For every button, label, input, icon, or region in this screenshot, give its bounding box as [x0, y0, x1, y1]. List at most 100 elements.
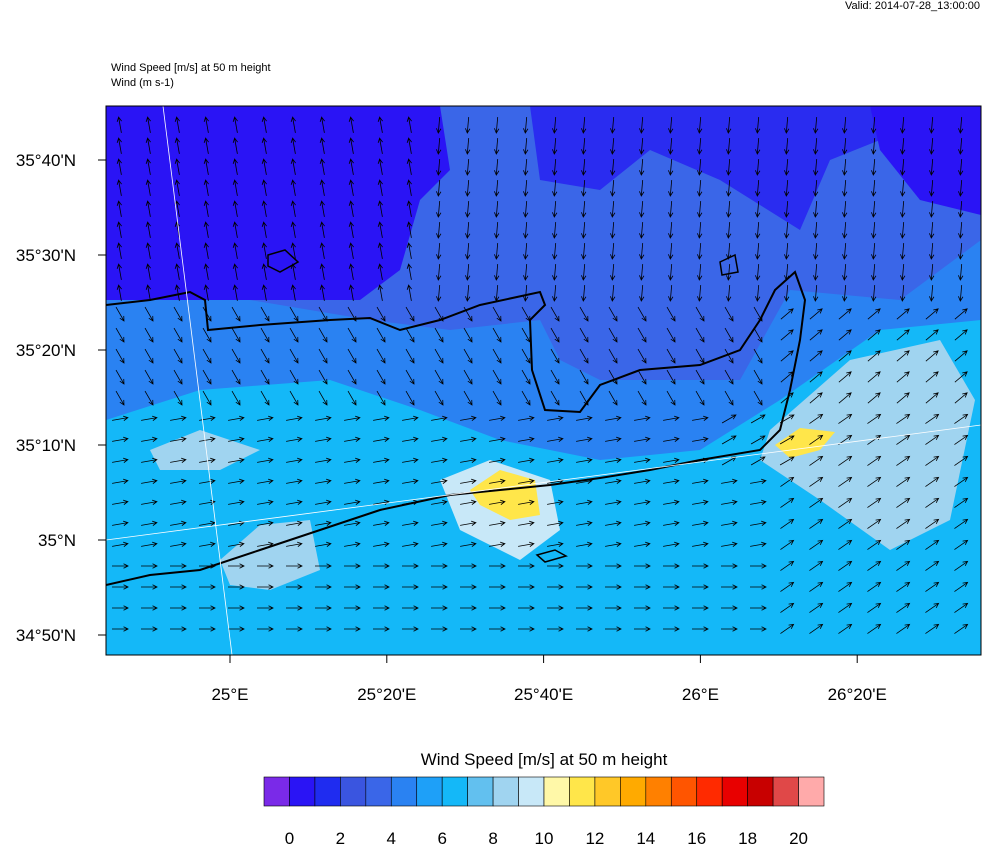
- wind-arrow: [261, 221, 267, 238]
- wind-arrow: [809, 518, 824, 529]
- wind-arrow: [377, 263, 383, 280]
- wind-arrow: [286, 436, 303, 442]
- wind-arrow: [518, 520, 535, 526]
- wind-arrow: [724, 390, 734, 406]
- lat-labels: 35°40'N 35°30'N 35°20'N 35°10'N 35°N 34°50'N: [16, 151, 106, 645]
- wind-arrow: [489, 626, 506, 632]
- wind-arrow: [315, 584, 332, 590]
- wind-arrow: [838, 581, 853, 592]
- wind-arrow: [750, 563, 767, 569]
- wind-arrow: [434, 348, 444, 364]
- graticule: [106, 424, 981, 541]
- wind-arrow: [431, 605, 448, 611]
- wind-arrow: [376, 369, 386, 385]
- wind-arrow: [373, 436, 390, 442]
- colorbar-box: [721, 776, 748, 807]
- wind-arrow: [344, 626, 361, 632]
- wind-arrow: [576, 415, 593, 421]
- colorbar-box: [492, 776, 519, 807]
- wind-arrow: [523, 137, 529, 155]
- wind-arrow: [668, 221, 674, 239]
- wind-arrow: [116, 179, 122, 196]
- wind-arrow: [523, 158, 529, 176]
- wind-arrow: [721, 499, 738, 505]
- wind-arrow: [436, 116, 442, 134]
- wind-arrow: [377, 284, 383, 301]
- wind-arrow: [663, 541, 680, 547]
- wind-arrow: [634, 584, 651, 590]
- wind-arrow: [958, 116, 964, 134]
- wind-arrow: [523, 242, 529, 260]
- wind-arrow: [144, 327, 154, 343]
- wind-arrow: [116, 116, 122, 133]
- wind-arrow: [896, 308, 910, 320]
- wind-arrow: [634, 541, 651, 547]
- wind-arrow: [813, 116, 819, 134]
- wind-arrow: [199, 478, 216, 484]
- wind-arrow: [144, 390, 154, 406]
- wind-arrow: [581, 200, 587, 218]
- wind-arrow: [460, 478, 477, 484]
- wind-arrow: [695, 327, 705, 343]
- wind-arrow: [489, 584, 506, 590]
- wind-arrow: [523, 200, 529, 218]
- wind-arrow: [784, 158, 790, 176]
- wind-arrow: [637, 306, 647, 322]
- wind-arrow: [610, 137, 616, 155]
- wind-arrow: [518, 605, 535, 611]
- wind-arrow: [900, 158, 906, 176]
- colorbar-box: [798, 776, 825, 807]
- wind-arrow: [780, 329, 794, 341]
- wind-arrow: [518, 478, 535, 484]
- wind-arrow: [900, 263, 906, 281]
- wind-arrow: [286, 605, 303, 611]
- wind-arrow: [871, 116, 877, 134]
- wind-arrow: [755, 242, 761, 260]
- wind-arrow: [203, 221, 209, 238]
- wind-arrow: [697, 242, 703, 260]
- wind-arrow: [460, 605, 477, 611]
- wind-arrow: [434, 369, 444, 385]
- wind-arrow: [315, 563, 332, 569]
- wind-arrow: [402, 605, 419, 611]
- wind-arrow: [494, 116, 500, 134]
- wind-arrow: [199, 626, 216, 632]
- wind-arrow: [695, 390, 705, 406]
- wind-arrow: [228, 584, 245, 590]
- wind-arrow: [286, 563, 303, 569]
- wind-arrow: [637, 348, 647, 364]
- wind-arrow: [112, 499, 129, 505]
- wind-arrow: [726, 158, 732, 176]
- wind-arrow: [610, 242, 616, 260]
- wind-arrow: [780, 602, 795, 613]
- wind-arrow: [780, 350, 794, 362]
- wind-arrow: [145, 263, 151, 280]
- wind-arrow: [405, 306, 415, 322]
- wind-arrow: [697, 179, 703, 197]
- wind-arrow: [637, 390, 647, 406]
- wind-arrow: [318, 390, 328, 406]
- wind-arrow: [929, 200, 935, 218]
- wind-arrow: [634, 415, 651, 421]
- wind-arrow: [112, 457, 129, 463]
- wind-arrow: [929, 158, 935, 176]
- wind-arrow: [489, 563, 506, 569]
- wind-arrow: [605, 415, 622, 421]
- wind-arrow: [231, 348, 241, 364]
- wind-arrow: [203, 179, 209, 196]
- wind-arrow: [750, 584, 767, 590]
- wind-arrow: [755, 116, 761, 134]
- wind-arrow: [605, 457, 622, 463]
- wind-arrow: [436, 221, 442, 239]
- wind-arrow: [842, 179, 848, 197]
- wind-arrow: [431, 457, 448, 463]
- wind-arrow: [523, 263, 529, 281]
- wind-arrow: [170, 457, 187, 463]
- wind-arrow: [721, 605, 738, 611]
- wind-arrow: [666, 348, 676, 364]
- wind-arrow: [348, 116, 354, 133]
- wind-arrow: [489, 415, 506, 421]
- wind-arrow: [896, 392, 910, 404]
- wind-arrow: [726, 242, 732, 260]
- wind-arrow: [637, 369, 647, 385]
